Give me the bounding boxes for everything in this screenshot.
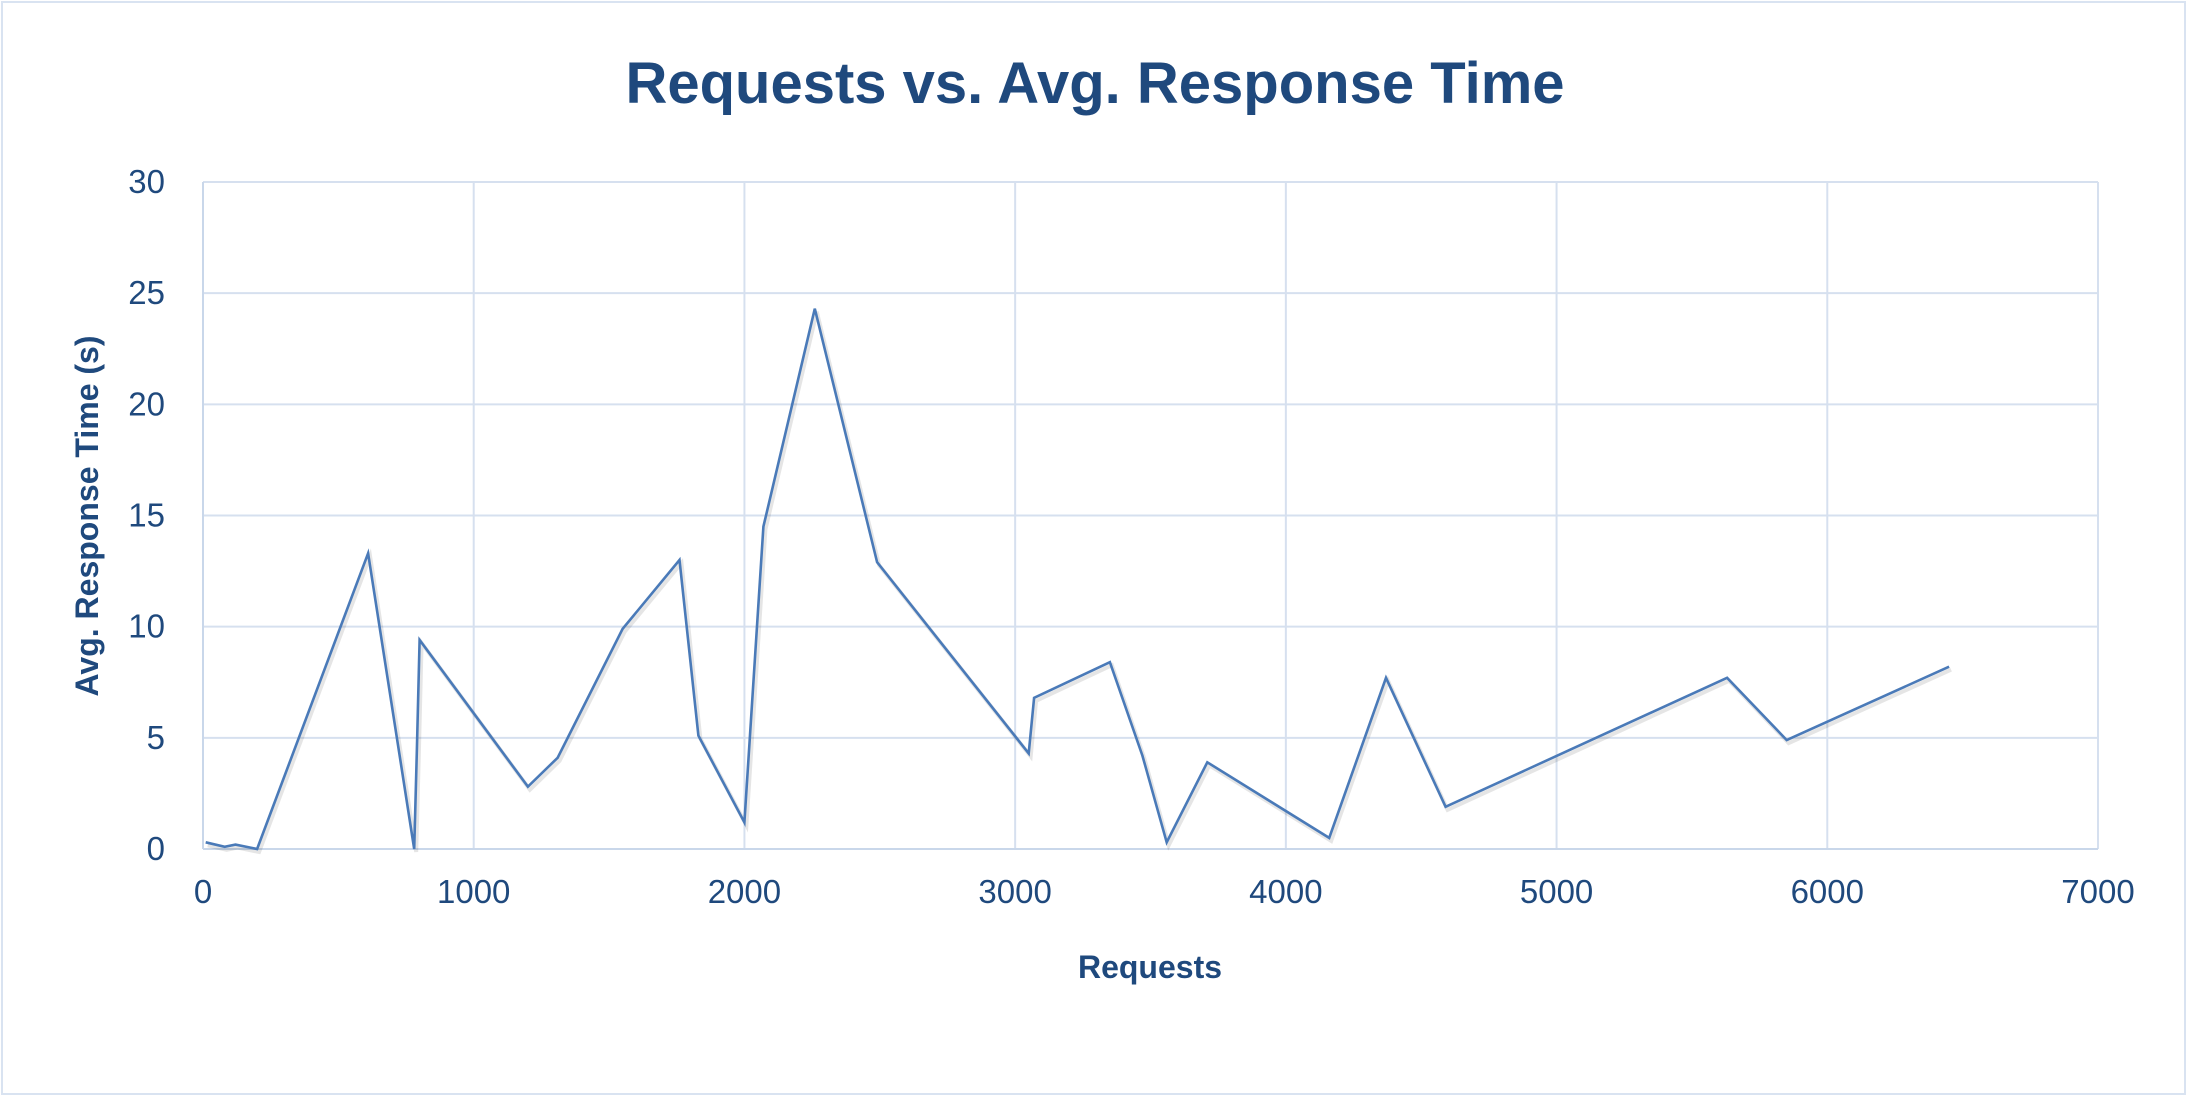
y-tick-label: 30 [128,163,165,200]
y-tick-labels: 0 5 10 15 20 25 30 [128,163,165,867]
axes [202,182,2098,850]
series-line-shadow [207,311,1952,855]
y-tick-label: 0 [147,830,165,867]
data-point [761,525,765,529]
data-point [223,845,227,849]
y-tick-label: 5 [147,719,165,756]
data-point [1725,676,1729,680]
data-point [742,820,746,824]
data-point [1165,840,1169,844]
x-tick-label: 3000 [978,873,1051,910]
y-axis-title: Avg. Response Time (s) [69,336,105,697]
grid-lines [202,181,2099,850]
data-point [366,551,370,555]
x-tick-label: 2000 [708,873,781,910]
data-point [1108,660,1112,664]
y-tick-label: 25 [128,274,165,311]
data-point [813,307,817,311]
data-point [556,756,560,760]
y-tick-label: 10 [128,608,165,645]
data-point [1027,751,1031,755]
data-point [1327,836,1331,840]
y-tick-label: 20 [128,385,165,422]
data-point [1947,665,1951,669]
data-point [1205,760,1209,764]
data-point [696,734,700,738]
data-point [412,847,416,851]
series-line [205,308,1950,851]
data-point [1140,754,1144,758]
data-point [1444,805,1448,809]
x-tick-label: 6000 [1791,873,1864,910]
x-tick-label: 1000 [437,873,510,910]
x-tick-label: 4000 [1249,873,1322,910]
data-point [1785,738,1789,742]
x-axis-title: Requests [1078,949,1222,985]
data-point [415,747,419,751]
data-point [255,847,259,851]
x-tick-label: 5000 [1520,873,1593,910]
data-point [1384,676,1388,680]
x-tick-label: 7000 [2061,873,2134,910]
series-layer [204,307,1952,855]
data-point [234,843,238,847]
x-tick-label: 0 [194,873,212,910]
x-tick-labels: 0 1000 2000 3000 4000 5000 6000 7000 [194,873,2135,910]
data-point [678,558,682,562]
data-point [204,840,208,844]
data-point [526,785,530,789]
chart-title: Requests vs. Avg. Response Time [625,51,1564,116]
y-tick-label: 15 [128,497,165,534]
data-point [1032,696,1036,700]
data-point [621,627,625,631]
data-point [875,560,879,564]
data-point [418,638,422,642]
